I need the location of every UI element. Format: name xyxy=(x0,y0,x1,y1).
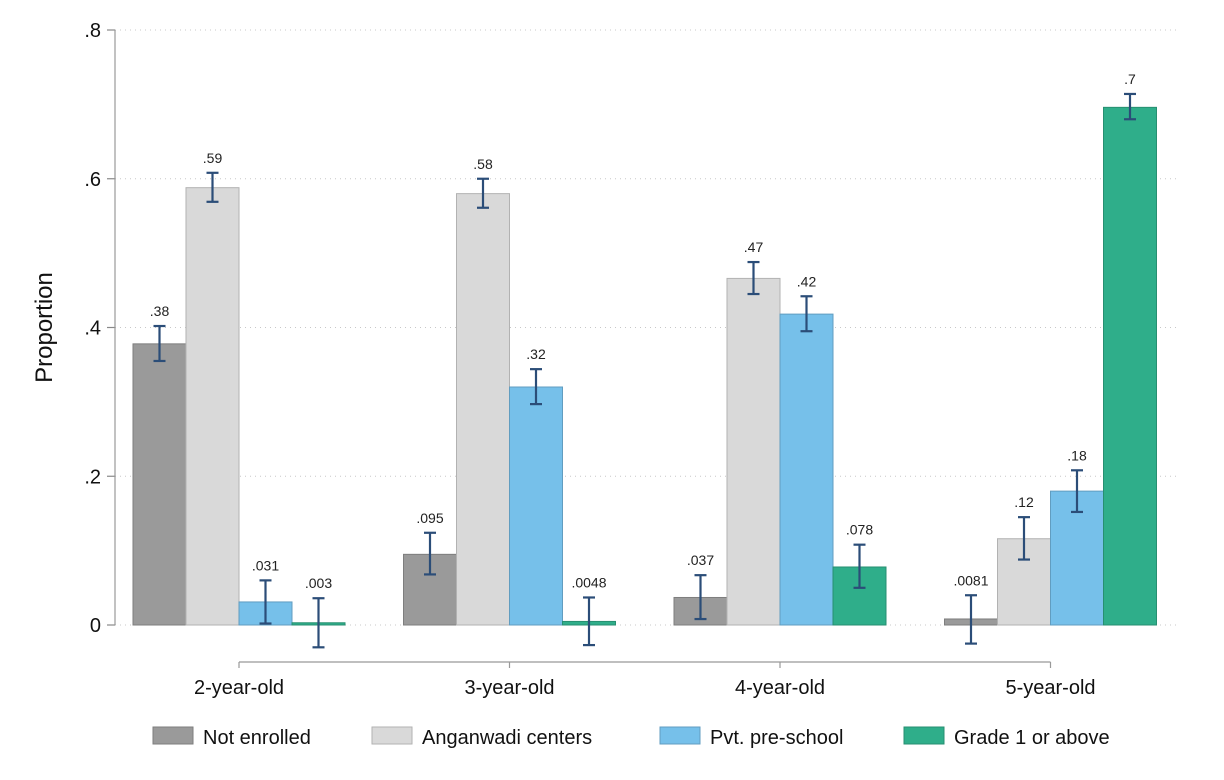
bars xyxy=(132,106,1157,626)
y-tick-label: 0 xyxy=(90,615,101,637)
bar xyxy=(132,343,187,626)
y-tick-label: .2 xyxy=(84,466,101,488)
data-label: .0081 xyxy=(953,572,988,588)
data-label: .59 xyxy=(203,150,223,166)
legend-label: Pvt. pre-school xyxy=(710,727,843,749)
y-tick-label: .8 xyxy=(84,20,101,42)
data-label: .47 xyxy=(744,239,764,255)
legend-label: Anganwadi centers xyxy=(422,727,592,749)
data-label: .003 xyxy=(305,575,332,591)
data-label: .38 xyxy=(150,303,170,319)
data-label: .42 xyxy=(797,273,817,289)
y-tick-label: .6 xyxy=(84,169,101,191)
y-tick-label: .4 xyxy=(84,318,101,340)
legend-label: Not enrolled xyxy=(203,727,311,749)
data-label: .58 xyxy=(473,156,493,172)
bar xyxy=(185,187,240,626)
axes: 0 .2 .4 .6 .8 Proportion 2-year-old 3-year-old 4… xyxy=(31,20,1096,699)
x-category-label: 2-year-old xyxy=(194,677,284,699)
legend-swatch xyxy=(659,726,701,745)
data-label: .12 xyxy=(1014,494,1034,510)
gridlines xyxy=(115,29,1180,626)
y-axis-title: Proportion xyxy=(31,272,58,383)
bar xyxy=(509,386,563,626)
x-category-label: 4-year-old xyxy=(735,677,825,699)
bar xyxy=(779,313,834,626)
x-category-label: 5-year-old xyxy=(1005,677,1095,699)
data-label: .095 xyxy=(416,510,443,526)
legend-label: Grade 1 or above xyxy=(954,727,1110,749)
data-label: .18 xyxy=(1067,447,1087,463)
data-label: .7 xyxy=(1124,71,1136,87)
x-category-label: 3-year-old xyxy=(464,677,554,699)
data-labels: .38 .095 .037 .0081 .59 .58 .47 .12 .031 .32 .42 .1… xyxy=(150,71,1136,591)
data-label: .031 xyxy=(252,557,279,573)
legend-swatch xyxy=(903,726,945,745)
bar xyxy=(456,193,510,626)
error-bars xyxy=(153,92,1136,649)
bar xyxy=(1103,106,1157,626)
data-label: .037 xyxy=(687,552,714,568)
data-label: .32 xyxy=(526,346,546,362)
legend-swatch xyxy=(152,726,194,745)
data-label: .078 xyxy=(846,522,873,538)
data-label: .0048 xyxy=(571,574,606,590)
legend-swatch xyxy=(371,726,413,745)
bar xyxy=(1050,490,1104,626)
legend: Not enrolled Anganwadi centers Pvt. pre-sc… xyxy=(152,726,1110,749)
bar xyxy=(726,277,781,626)
